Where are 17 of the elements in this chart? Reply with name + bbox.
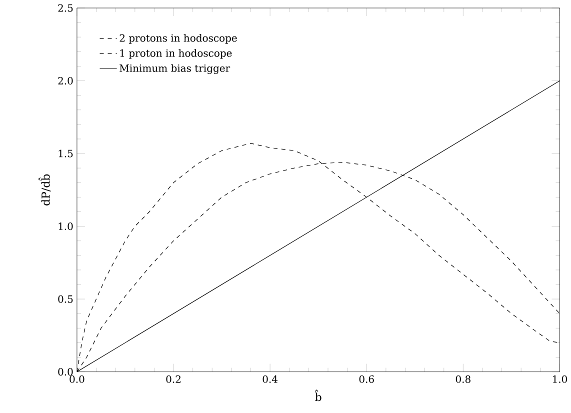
legend-label: Minimum bias trigger — [120, 64, 230, 74]
y-tick-label: 1.0 — [58, 222, 73, 230]
y-tick-label: 0.0 — [58, 368, 73, 376]
legend-label: 2 protons in hodoscope — [120, 34, 237, 44]
x-tick-label: 1.0 — [553, 375, 568, 383]
y-tick-label: 0.5 — [58, 295, 73, 303]
x-axis-title: b̂ — [314, 390, 322, 402]
y-tick-label: 2.0 — [58, 77, 73, 85]
x-tick-label: 0.0 — [70, 375, 84, 383]
x-tick-label: 0.6 — [359, 375, 374, 383]
legend-label: 1 proton in hodoscope — [120, 49, 232, 59]
x-tick-label: 0.4 — [262, 375, 278, 383]
x-tick-label: 0.2 — [166, 375, 180, 383]
y-tick-label: 1.5 — [58, 150, 73, 158]
y-axis-title: dP/db̂ — [38, 174, 51, 206]
x-tick-label: 0.8 — [456, 375, 470, 383]
y-tick-label: 2.5 — [58, 4, 73, 12]
